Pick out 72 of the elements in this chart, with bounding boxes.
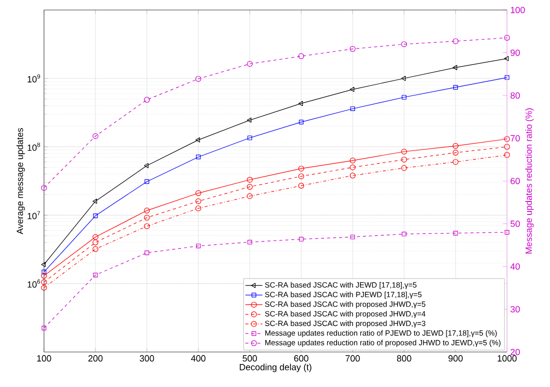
point (350, 172, 356, 178)
point (196, 154, 201, 160)
x-tick-label: 700 (346, 355, 360, 362)
x-tick-label: 500 (242, 355, 257, 362)
point (92, 234, 98, 240)
y-tick-label: 10$^{9}$ (28, 74, 40, 82)
y2-tick-label: 50 (510, 220, 520, 227)
point (144, 223, 150, 230)
point (350, 86, 354, 92)
point (246, 184, 253, 190)
y2-axis-title: Message updates reduction ratio (%) (525, 108, 534, 254)
point (401, 165, 408, 171)
y-tick-label: 10$^{6}$ (28, 280, 40, 288)
point (504, 75, 510, 80)
point (504, 152, 510, 158)
x-tick-label: 900 (448, 355, 463, 362)
point (350, 158, 356, 164)
point (246, 176, 253, 183)
x-tick-label: 200 (88, 355, 103, 362)
point (195, 205, 202, 212)
point (195, 198, 202, 204)
y2-tick-label: 80 (510, 92, 520, 99)
x-tick-label: 600 (294, 355, 308, 362)
point (144, 208, 150, 214)
point (453, 85, 458, 90)
point (401, 148, 408, 155)
point (350, 164, 356, 170)
point (92, 198, 98, 204)
point (195, 137, 200, 142)
y-tick-label: 10$^{7}$ (28, 211, 40, 220)
point (452, 159, 458, 165)
point (92, 246, 98, 252)
point (298, 182, 304, 189)
point (195, 190, 202, 196)
point (93, 214, 98, 218)
point (41, 279, 47, 286)
x-tick-label: 1000 (498, 355, 517, 362)
point (504, 144, 510, 150)
y2-tick-label: 60 (510, 178, 520, 184)
y-tick-label: 10$^{8}$ (28, 142, 40, 151)
x-axis-title: Decoding delay (t) (240, 364, 312, 372)
x-tick-label: 400 (191, 355, 206, 362)
point (298, 173, 304, 180)
point (401, 156, 408, 162)
y2-tick-label: 30 (510, 306, 520, 312)
y2-tick-label: 70 (510, 135, 520, 142)
point (144, 179, 150, 184)
point (41, 284, 47, 291)
point (92, 240, 98, 246)
point (402, 94, 406, 100)
y2-tick-label: 100 (510, 6, 525, 14)
y2-tick-label: 40 (510, 263, 520, 270)
y-axis-title: Average message updates (16, 128, 25, 234)
point (350, 106, 355, 112)
point (452, 150, 458, 156)
x-tick-label: 100 (37, 355, 52, 362)
point (298, 100, 303, 106)
point (144, 163, 148, 168)
point (246, 193, 253, 200)
point (452, 143, 458, 149)
x-tick-label: 800 (397, 355, 412, 362)
point (298, 120, 304, 124)
x-tick-label: 300 (140, 355, 154, 362)
point (246, 118, 252, 123)
point (401, 76, 406, 81)
point (144, 214, 150, 221)
y2-tick-label: 90 (510, 50, 520, 56)
point (247, 136, 252, 140)
point (298, 166, 304, 172)
y2-tick-label: 20 (510, 348, 520, 356)
point (42, 270, 46, 274)
point (452, 65, 458, 70)
